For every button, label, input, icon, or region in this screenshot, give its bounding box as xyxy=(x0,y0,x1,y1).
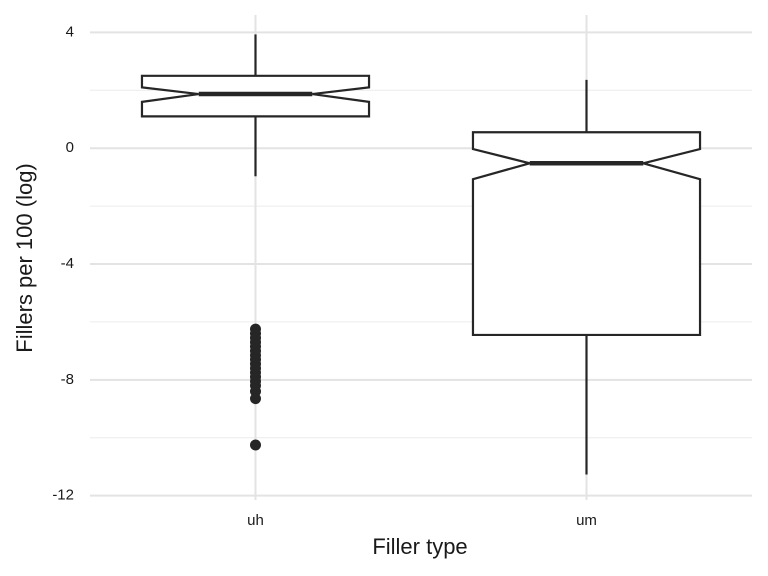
y-tick-label: -12 xyxy=(52,487,74,504)
box xyxy=(471,131,702,337)
y-tick-label: -8 xyxy=(61,371,74,388)
outlier xyxy=(250,393,261,405)
x-axis-title: Filler type xyxy=(372,534,467,559)
outlier xyxy=(250,439,261,451)
y-tick-label: -4 xyxy=(61,255,74,272)
y-tick-label: 0 xyxy=(66,139,74,156)
y-tick-label: 4 xyxy=(66,23,74,40)
x-tick-label: um xyxy=(576,512,597,529)
x-tick-label: uh xyxy=(247,512,264,529)
y-axis-title: Fillers per 100 (log) xyxy=(12,163,37,353)
